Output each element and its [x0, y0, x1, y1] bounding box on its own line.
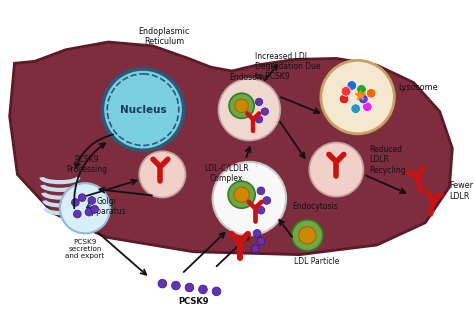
Text: Reduced
LDLR
Recycling: Reduced LDLR Recycling — [369, 145, 406, 175]
Text: PCSK9
secretion
and export: PCSK9 secretion and export — [65, 239, 105, 259]
Circle shape — [212, 287, 221, 296]
Circle shape — [257, 206, 265, 214]
Text: Endosome: Endosome — [229, 73, 269, 82]
Circle shape — [299, 226, 316, 244]
Circle shape — [363, 102, 372, 112]
Circle shape — [235, 99, 248, 112]
Circle shape — [102, 69, 183, 150]
Circle shape — [139, 151, 185, 198]
Circle shape — [85, 208, 93, 216]
Text: LDL Particle: LDL Particle — [294, 256, 340, 266]
Circle shape — [255, 98, 263, 106]
Circle shape — [60, 183, 110, 233]
Circle shape — [257, 187, 265, 195]
Circle shape — [261, 108, 268, 115]
Text: Lysosome: Lysosome — [398, 83, 438, 92]
Circle shape — [78, 194, 86, 202]
Circle shape — [356, 84, 366, 94]
Text: LDL-C/LDLR
Complex: LDL-C/LDLR Complex — [204, 164, 248, 183]
Polygon shape — [9, 42, 452, 255]
Circle shape — [366, 89, 376, 98]
Circle shape — [73, 210, 81, 218]
Circle shape — [229, 93, 254, 118]
Text: Endocytosis: Endocytosis — [292, 202, 337, 211]
Circle shape — [339, 94, 349, 104]
Text: Golgi
Apparatus: Golgi Apparatus — [86, 197, 126, 216]
Circle shape — [347, 81, 356, 90]
Circle shape — [292, 220, 323, 251]
Circle shape — [213, 162, 286, 235]
Text: Increased LDL
Degradation Due
to PCSK9: Increased LDL Degradation Due to PCSK9 — [255, 52, 321, 82]
Circle shape — [263, 197, 271, 204]
Text: Endoplasmic
Reticulum: Endoplasmic Reticulum — [138, 26, 190, 46]
Circle shape — [253, 230, 261, 237]
Circle shape — [185, 283, 194, 292]
Text: PCSK9
Processing: PCSK9 Processing — [66, 155, 108, 175]
Circle shape — [234, 187, 249, 203]
Text: Fewer
LDLR: Fewer LDLR — [449, 181, 474, 201]
Circle shape — [172, 281, 180, 290]
Circle shape — [351, 104, 361, 113]
Circle shape — [158, 279, 167, 288]
Circle shape — [228, 181, 255, 208]
Circle shape — [88, 197, 96, 204]
Text: Nucleus: Nucleus — [120, 105, 166, 115]
Text: PCSK9: PCSK9 — [178, 297, 209, 306]
Circle shape — [251, 245, 259, 253]
Circle shape — [321, 60, 394, 134]
Circle shape — [255, 116, 263, 123]
Circle shape — [72, 198, 79, 206]
Circle shape — [358, 94, 368, 104]
Circle shape — [309, 142, 364, 197]
Circle shape — [91, 205, 99, 213]
Circle shape — [199, 285, 207, 294]
Circle shape — [341, 86, 351, 96]
Circle shape — [257, 237, 265, 245]
Circle shape — [219, 79, 280, 140]
